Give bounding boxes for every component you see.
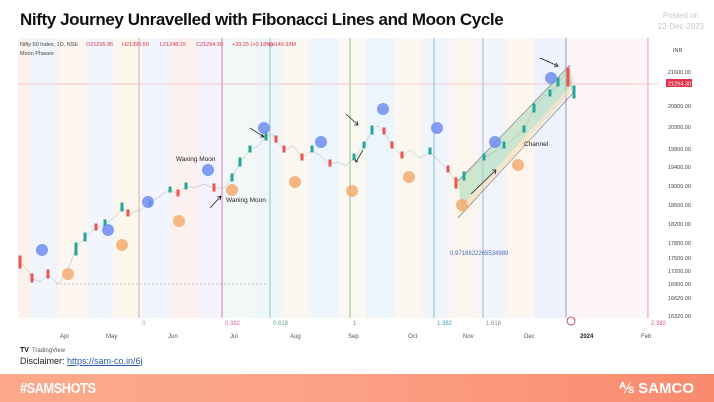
svg-text:19400.00: 19400.00 — [668, 165, 691, 171]
svg-text:INR: INR — [673, 48, 683, 54]
svg-text:Sep: Sep — [348, 334, 359, 340]
svg-text:C21294.30: C21294.30 — [196, 42, 223, 48]
svg-text:L21248.15: L21248.15 — [160, 42, 186, 48]
price-axis[interactable]: INR 21600.00 20800.00 20300.00 19800.00 … — [658, 38, 698, 320]
svg-text:20800.00: 20800.00 — [668, 104, 691, 110]
svg-text:H21390.50: H21390.50 — [122, 42, 149, 48]
candles — [17, 67, 576, 285]
chart-svg[interactable]: 0 0.382 0.618 1 1.382 1.618 2.382 — [17, 38, 698, 343]
waning-moon-label: Waning Moon — [226, 197, 266, 204]
moon-phase-bands — [18, 38, 648, 318]
annotation-arrows — [209, 57, 559, 209]
last-price-tag: 21294.30 — [668, 82, 691, 88]
svg-text:O21295.85: O21295.85 — [86, 42, 113, 48]
waxing-moon-markers — [36, 72, 557, 256]
disclaimer-link[interactable]: https://sam-co.in/6j — [67, 356, 143, 366]
svg-text:17500.00: 17500.00 — [668, 256, 691, 262]
svg-text:+39.25 (+0.18%): +39.25 (+0.18%) — [232, 42, 273, 48]
svg-text:17200.00: 17200.00 — [668, 269, 691, 275]
disclaimer: Disclaimer: https://sam-co.in/6j — [20, 356, 143, 366]
samco-logo: ⅍ SAMCO — [618, 380, 694, 397]
posted-date: Posted on 22-Dec-2023 — [658, 10, 704, 32]
svg-text:Oct: Oct — [408, 334, 418, 340]
svg-text:Apr: Apr — [60, 334, 69, 340]
svg-text:16320.00: 16320.00 — [668, 314, 691, 320]
hashtag: #SAMSHOTS — [20, 380, 96, 397]
svg-text:19000.00: 19000.00 — [668, 184, 691, 190]
svg-text:20300.00: 20300.00 — [668, 125, 691, 131]
channel-label: Channel — [524, 141, 549, 148]
fib-labels: 0 0.382 0.618 1 1.382 1.618 2.382 — [142, 321, 667, 327]
fib-value-label: 0.9718822265534989 — [450, 251, 509, 257]
svg-text:2.382: 2.382 — [651, 321, 667, 327]
posted-label: Posted on — [662, 11, 699, 20]
svg-text:16900.00: 16900.00 — [668, 282, 691, 288]
waxing-moon-label: Waxing Moon — [176, 156, 216, 163]
svg-text:18200.00: 18200.00 — [668, 222, 691, 228]
tradingview-logo: TV TradingView — [20, 347, 65, 354]
svg-text:Jun: Jun — [168, 334, 178, 340]
svg-text:Aug: Aug — [290, 334, 301, 340]
svg-text:1.618: 1.618 — [486, 321, 502, 327]
svg-text:Moon Phases: Moon Phases — [20, 51, 54, 57]
waning-moon-markers — [62, 159, 524, 280]
svg-text:19800.00: 19800.00 — [668, 147, 691, 153]
svg-text:21600.00: 21600.00 — [668, 70, 691, 76]
svg-text:2024: 2024 — [580, 334, 594, 340]
svg-text:18600.00: 18600.00 — [668, 203, 691, 209]
posted-date-value: 22-Dec-2023 — [657, 22, 704, 31]
footer-banner: #SAMSHOTS ⅍ SAMCO — [0, 374, 714, 402]
svg-text:0.382: 0.382 — [225, 321, 241, 327]
svg-text:Nov: Nov — [463, 334, 474, 340]
svg-text:1: 1 — [353, 321, 357, 327]
svg-text:0: 0 — [142, 321, 146, 327]
price-channel — [457, 64, 574, 219]
chart-legend: Nifty 50 Index, 1D, NSE O21295.85 H21390… — [20, 42, 296, 57]
time-axis[interactable]: Apr May Jun Jul Aug Sep Oct Nov Dec 2024… — [60, 334, 652, 340]
page-title: Nifty Journey Unravelled with Fibonacci … — [20, 10, 504, 29]
svg-text:Dec: Dec — [524, 334, 535, 340]
svg-text:Feb: Feb — [641, 334, 652, 340]
svg-text:May: May — [106, 334, 117, 340]
chart[interactable]: 0 0.382 0.618 1 1.382 1.618 2.382 — [17, 38, 698, 343]
svg-text:Vol149.33M: Vol149.33M — [267, 42, 296, 48]
event-icon[interactable] — [566, 316, 576, 326]
svg-text:Nifty 50 Index, 1D, NSE: Nifty 50 Index, 1D, NSE — [20, 42, 78, 48]
svg-text:0.618: 0.618 — [273, 321, 289, 327]
svg-text:17800.00: 17800.00 — [668, 241, 691, 247]
svg-text:1.382: 1.382 — [437, 321, 453, 327]
svg-text:16620.00: 16620.00 — [668, 296, 691, 302]
svg-text:Jul: Jul — [230, 334, 238, 340]
